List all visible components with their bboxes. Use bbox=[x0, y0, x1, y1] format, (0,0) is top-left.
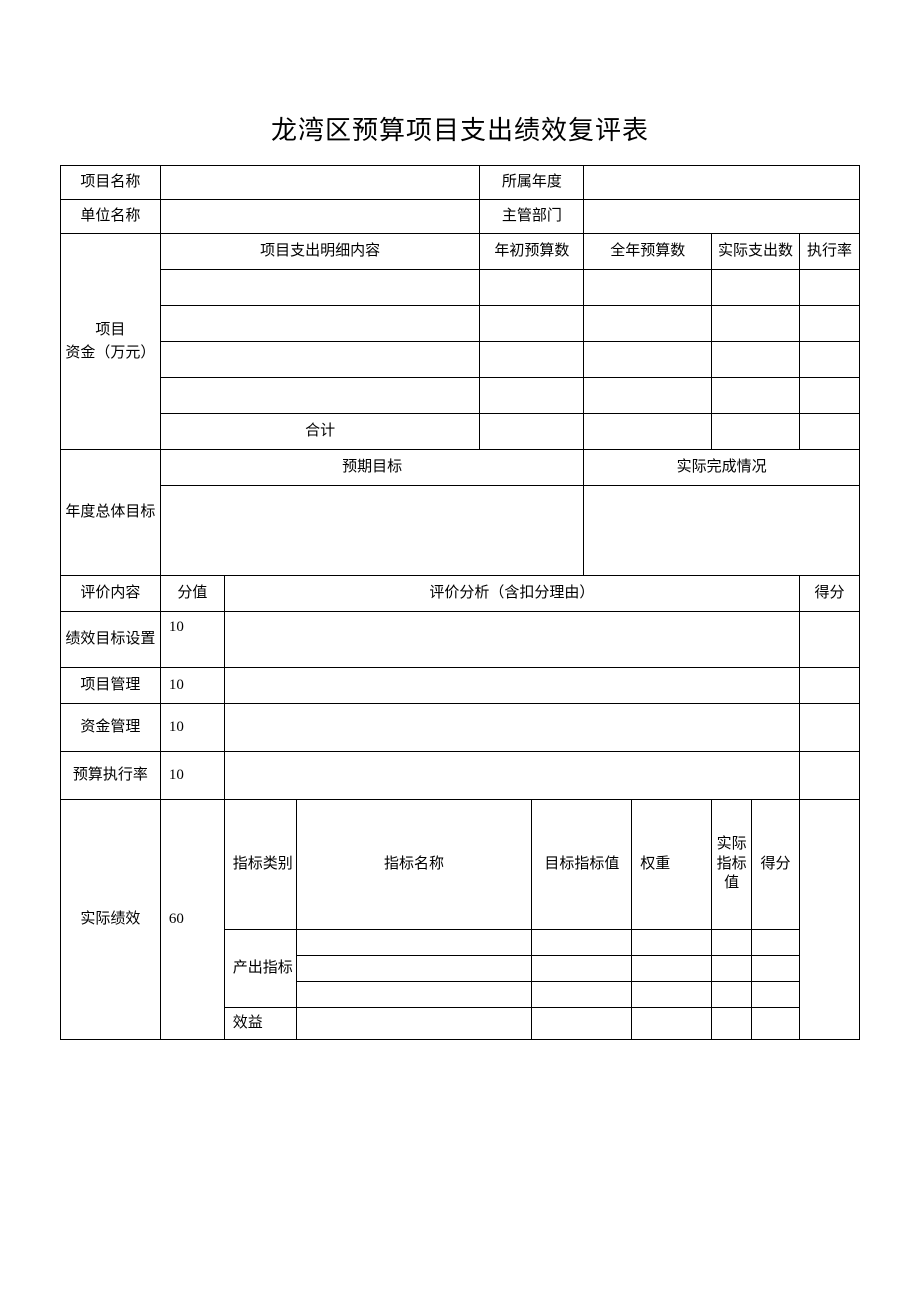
label-actual-completion: 实际完成情况 bbox=[584, 450, 860, 486]
total-cell bbox=[584, 414, 712, 450]
label-year: 所属年度 bbox=[480, 166, 584, 200]
indicator-row-cell bbox=[712, 982, 752, 1008]
indicator-row-cell bbox=[752, 1008, 800, 1040]
field-actual-completion bbox=[584, 486, 860, 576]
total-cell bbox=[800, 414, 860, 450]
indicator-row-cell bbox=[752, 930, 800, 956]
label-output-indicator: 产出指标 bbox=[224, 930, 296, 1008]
score-goal-setting: 10 bbox=[160, 612, 224, 668]
label-indicator-category: 指标类别 bbox=[224, 800, 296, 930]
indicator-row-cell bbox=[752, 956, 800, 982]
indicator-row-cell bbox=[752, 982, 800, 1008]
field-fund-mgmt-score bbox=[800, 704, 860, 752]
fund-row-cell bbox=[712, 342, 800, 378]
fund-row-cell bbox=[584, 378, 712, 414]
field-budget-exec-rate-analysis bbox=[224, 752, 799, 800]
label-score: 得分 bbox=[800, 576, 860, 612]
fund-row-cell bbox=[712, 306, 800, 342]
total-cell bbox=[480, 414, 584, 450]
fund-row-cell bbox=[480, 378, 584, 414]
indicator-row-cell bbox=[632, 930, 712, 956]
label-indicator-score: 得分 bbox=[752, 800, 800, 930]
label-full-year-budget: 全年预算数 bbox=[584, 234, 712, 270]
fund-row-cell bbox=[480, 306, 584, 342]
fund-row-cell bbox=[160, 342, 480, 378]
label-actual-perf: 实际绩效 bbox=[61, 800, 161, 1040]
fund-row-cell bbox=[800, 342, 860, 378]
indicator-row-cell bbox=[712, 930, 752, 956]
fund-row-cell bbox=[160, 378, 480, 414]
label-indicator-name: 指标名称 bbox=[296, 800, 532, 930]
label-target-value: 目标指标值 bbox=[532, 800, 632, 930]
field-dept bbox=[584, 200, 860, 234]
fund-row-cell bbox=[160, 270, 480, 306]
indicator-row-cell bbox=[712, 1008, 752, 1040]
field-expected-goal bbox=[160, 486, 583, 576]
score-project-mgmt: 10 bbox=[160, 668, 224, 704]
field-actual-perf-total-score bbox=[800, 800, 860, 1040]
label-actual-expense: 实际支出数 bbox=[712, 234, 800, 270]
indicator-row-cell bbox=[296, 956, 532, 982]
fund-row-cell bbox=[712, 378, 800, 414]
indicator-row-cell bbox=[532, 930, 632, 956]
label-score-value: 分值 bbox=[160, 576, 224, 612]
evaluation-form: 项目名称 所属年度 单位名称 主管部门 项目 资金（万元） 项目支出明细内容 年… bbox=[60, 165, 860, 1040]
label-detail-content: 项目支出明细内容 bbox=[160, 234, 480, 270]
indicator-row-cell bbox=[712, 956, 752, 982]
page-title: 龙湾区预算项目支出绩效复评表 bbox=[60, 110, 860, 147]
total-cell bbox=[712, 414, 800, 450]
label-dept: 主管部门 bbox=[480, 200, 584, 234]
label-project-mgmt: 项目管理 bbox=[61, 668, 161, 704]
label-goal-setting: 绩效目标设置 bbox=[61, 612, 161, 668]
label-eval-content: 评价内容 bbox=[61, 576, 161, 612]
score-actual-perf: 60 bbox=[160, 800, 224, 1040]
indicator-row-cell bbox=[532, 1008, 632, 1040]
fund-row-cell bbox=[712, 270, 800, 306]
field-project-mgmt-analysis bbox=[224, 668, 799, 704]
field-project-name bbox=[160, 166, 480, 200]
fund-row-cell bbox=[800, 378, 860, 414]
label-total: 合计 bbox=[160, 414, 480, 450]
label-fund-mgmt: 资金管理 bbox=[61, 704, 161, 752]
field-unit-name bbox=[160, 200, 480, 234]
indicator-row-cell bbox=[532, 956, 632, 982]
indicator-row-cell bbox=[296, 982, 532, 1008]
field-budget-exec-rate-score bbox=[800, 752, 860, 800]
score-budget-exec-rate: 10 bbox=[160, 752, 224, 800]
indicator-row-cell bbox=[632, 982, 712, 1008]
fund-row-cell bbox=[160, 306, 480, 342]
field-goal-setting-score bbox=[800, 612, 860, 668]
label-unit-name: 单位名称 bbox=[61, 200, 161, 234]
field-project-mgmt-score bbox=[800, 668, 860, 704]
label-eval-analysis: 评价分析（含扣分理由） bbox=[224, 576, 799, 612]
label-annual-goal: 年度总体目标 bbox=[61, 450, 161, 576]
label-project-fund: 项目 资金（万元） bbox=[61, 234, 161, 450]
indicator-row-cell bbox=[296, 1008, 532, 1040]
fund-row-cell bbox=[800, 270, 860, 306]
field-goal-setting-analysis bbox=[224, 612, 799, 668]
fund-row-cell bbox=[584, 306, 712, 342]
fund-row-cell bbox=[480, 342, 584, 378]
label-project-name: 项目名称 bbox=[61, 166, 161, 200]
field-fund-mgmt-analysis bbox=[224, 704, 799, 752]
label-year-start-budget: 年初预算数 bbox=[480, 234, 584, 270]
indicator-row-cell bbox=[532, 982, 632, 1008]
label-expected-goal: 预期目标 bbox=[160, 450, 583, 486]
label-benefit: 效益 bbox=[224, 1008, 296, 1040]
fund-row-cell bbox=[584, 270, 712, 306]
indicator-row-cell bbox=[632, 1008, 712, 1040]
field-year bbox=[584, 166, 860, 200]
fund-row-cell bbox=[584, 342, 712, 378]
fund-row-cell bbox=[480, 270, 584, 306]
label-actual-value: 实际指标值 bbox=[712, 800, 752, 930]
label-weight: 权重 bbox=[632, 800, 712, 930]
fund-row-cell bbox=[800, 306, 860, 342]
score-fund-mgmt: 10 bbox=[160, 704, 224, 752]
indicator-row-cell bbox=[632, 956, 712, 982]
label-budget-exec-rate: 预算执行率 bbox=[61, 752, 161, 800]
label-exec-rate: 执行率 bbox=[800, 234, 860, 270]
indicator-row-cell bbox=[296, 930, 532, 956]
